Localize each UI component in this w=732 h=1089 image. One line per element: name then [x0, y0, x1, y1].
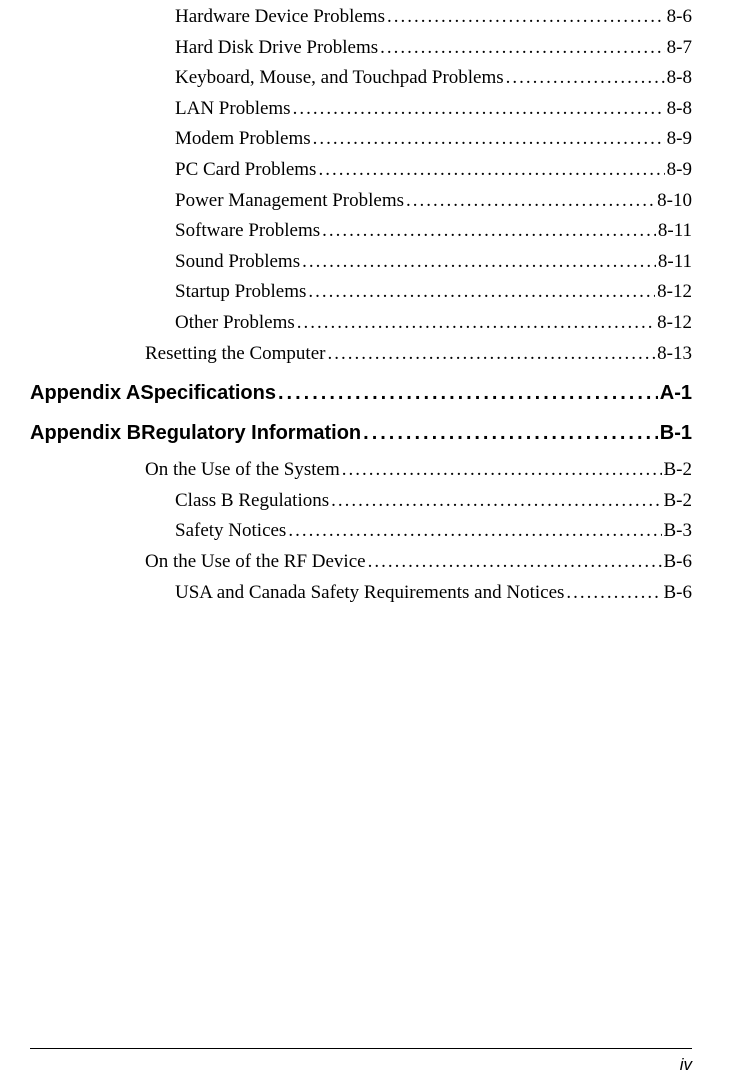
toc-page: B-2: [664, 457, 693, 484]
toc-title: Safety Notices: [175, 518, 286, 545]
toc-title: Sound Problems: [175, 249, 300, 276]
toc-prefix: Appendix A: [30, 379, 140, 407]
toc-leader-dots: [363, 419, 658, 447]
toc-leader-dots: [278, 379, 658, 407]
toc-prefix: Appendix B: [30, 419, 141, 447]
toc-leader-dots: [288, 518, 661, 545]
toc-row: Keyboard, Mouse, and Touchpad Problems 8-…: [175, 65, 692, 92]
toc-leader-dots: [293, 96, 665, 123]
toc-leader-dots: [322, 218, 656, 245]
toc-row: Resetting the Computer 8-13: [145, 341, 692, 368]
toc-leader-dots: [331, 488, 661, 515]
toc-leader-dots: [308, 279, 655, 306]
toc-leader-dots: [368, 549, 662, 576]
toc-leader-dots: [387, 4, 665, 31]
toc-title: On the Use of the System: [145, 457, 340, 484]
toc-page: B-1: [660, 419, 692, 447]
toc-title: Regulatory Information: [141, 419, 361, 447]
toc-row: Startup Problems 8-12: [175, 279, 692, 306]
toc-page: 8-9: [667, 126, 692, 153]
toc-leader-dots: [406, 188, 655, 215]
toc-title: Modem Problems: [175, 126, 311, 153]
toc-leader-dots: [318, 157, 664, 184]
toc-row: LAN Problems 8-8: [175, 96, 692, 123]
toc-page: B-2: [664, 488, 693, 515]
toc-row: Hardware Device Problems 8-6: [175, 4, 692, 31]
toc-row: Other Problems 8-12: [175, 310, 692, 337]
footer-page-number: iv: [680, 1055, 692, 1075]
toc-page: 8-9: [667, 157, 692, 184]
toc-title: Keyboard, Mouse, and Touchpad Problems: [175, 65, 504, 92]
toc-leader-dots: [297, 310, 655, 337]
toc-row: Appendix B Regulatory Information B-1: [30, 419, 692, 447]
toc-page: 8-10: [657, 188, 692, 215]
toc-row: Class B Regulations B-2: [175, 488, 692, 515]
toc-title: Other Problems: [175, 310, 295, 337]
toc-content: Hardware Device Problems 8-6 Hard Disk Dri…: [30, 4, 692, 610]
toc-row: Hard Disk Drive Problems 8-7: [175, 35, 692, 62]
toc-page: 8-8: [667, 96, 692, 123]
toc-row: Safety Notices B-3: [175, 518, 692, 545]
toc-title: PC Card Problems: [175, 157, 316, 184]
toc-title: Class B Regulations: [175, 488, 329, 515]
toc-title: LAN Problems: [175, 96, 291, 123]
toc-page: 8-7: [667, 35, 692, 62]
toc-page: 8-6: [667, 4, 692, 31]
toc-title: USA and Canada Safety Requirements and N…: [175, 580, 564, 607]
toc-page: 8-13: [657, 341, 692, 368]
toc-leader-dots: [506, 65, 665, 92]
toc-leader-dots: [342, 457, 662, 484]
toc-title: Hard Disk Drive Problems: [175, 35, 378, 62]
toc-title: Power Management Problems: [175, 188, 404, 215]
toc-title: Resetting the Computer: [145, 341, 325, 368]
toc-leader-dots: [327, 341, 655, 368]
toc-row: Modem Problems 8-9: [175, 126, 692, 153]
toc-page: A-1: [660, 379, 692, 407]
toc-page: 8-8: [667, 65, 692, 92]
toc-row: On the Use of the System B-2: [145, 457, 692, 484]
toc-title: On the Use of the RF Device: [145, 549, 366, 576]
toc-leader-dots: [302, 249, 656, 276]
toc-page: 8-12: [657, 310, 692, 337]
toc-page: 8-11: [658, 249, 692, 276]
toc-row: Software Problems 8-11: [175, 218, 692, 245]
toc-title: Software Problems: [175, 218, 320, 245]
toc-row: Power Management Problems 8-10: [175, 188, 692, 215]
toc-row: USA and Canada Safety Requirements and N…: [175, 580, 692, 607]
toc-leader-dots: [380, 35, 665, 62]
toc-row: Sound Problems 8-11: [175, 249, 692, 276]
toc-row: Appendix A Specifications A-1: [30, 379, 692, 407]
toc-leader-dots: [566, 580, 661, 607]
toc-page: 8-11: [658, 218, 692, 245]
footer-rule: [30, 1048, 692, 1049]
toc-row: PC Card Problems 8-9: [175, 157, 692, 184]
toc-page: B-3: [664, 518, 693, 545]
toc-title: Specifications: [140, 379, 276, 407]
toc-page: 8-12: [657, 279, 692, 306]
toc-page: B-6: [664, 549, 693, 576]
toc-leader-dots: [313, 126, 665, 153]
toc-title: Hardware Device Problems: [175, 4, 385, 31]
toc-page: B-6: [664, 580, 693, 607]
toc-row: On the Use of the RF Device B-6: [145, 549, 692, 576]
toc-title: Startup Problems: [175, 279, 306, 306]
